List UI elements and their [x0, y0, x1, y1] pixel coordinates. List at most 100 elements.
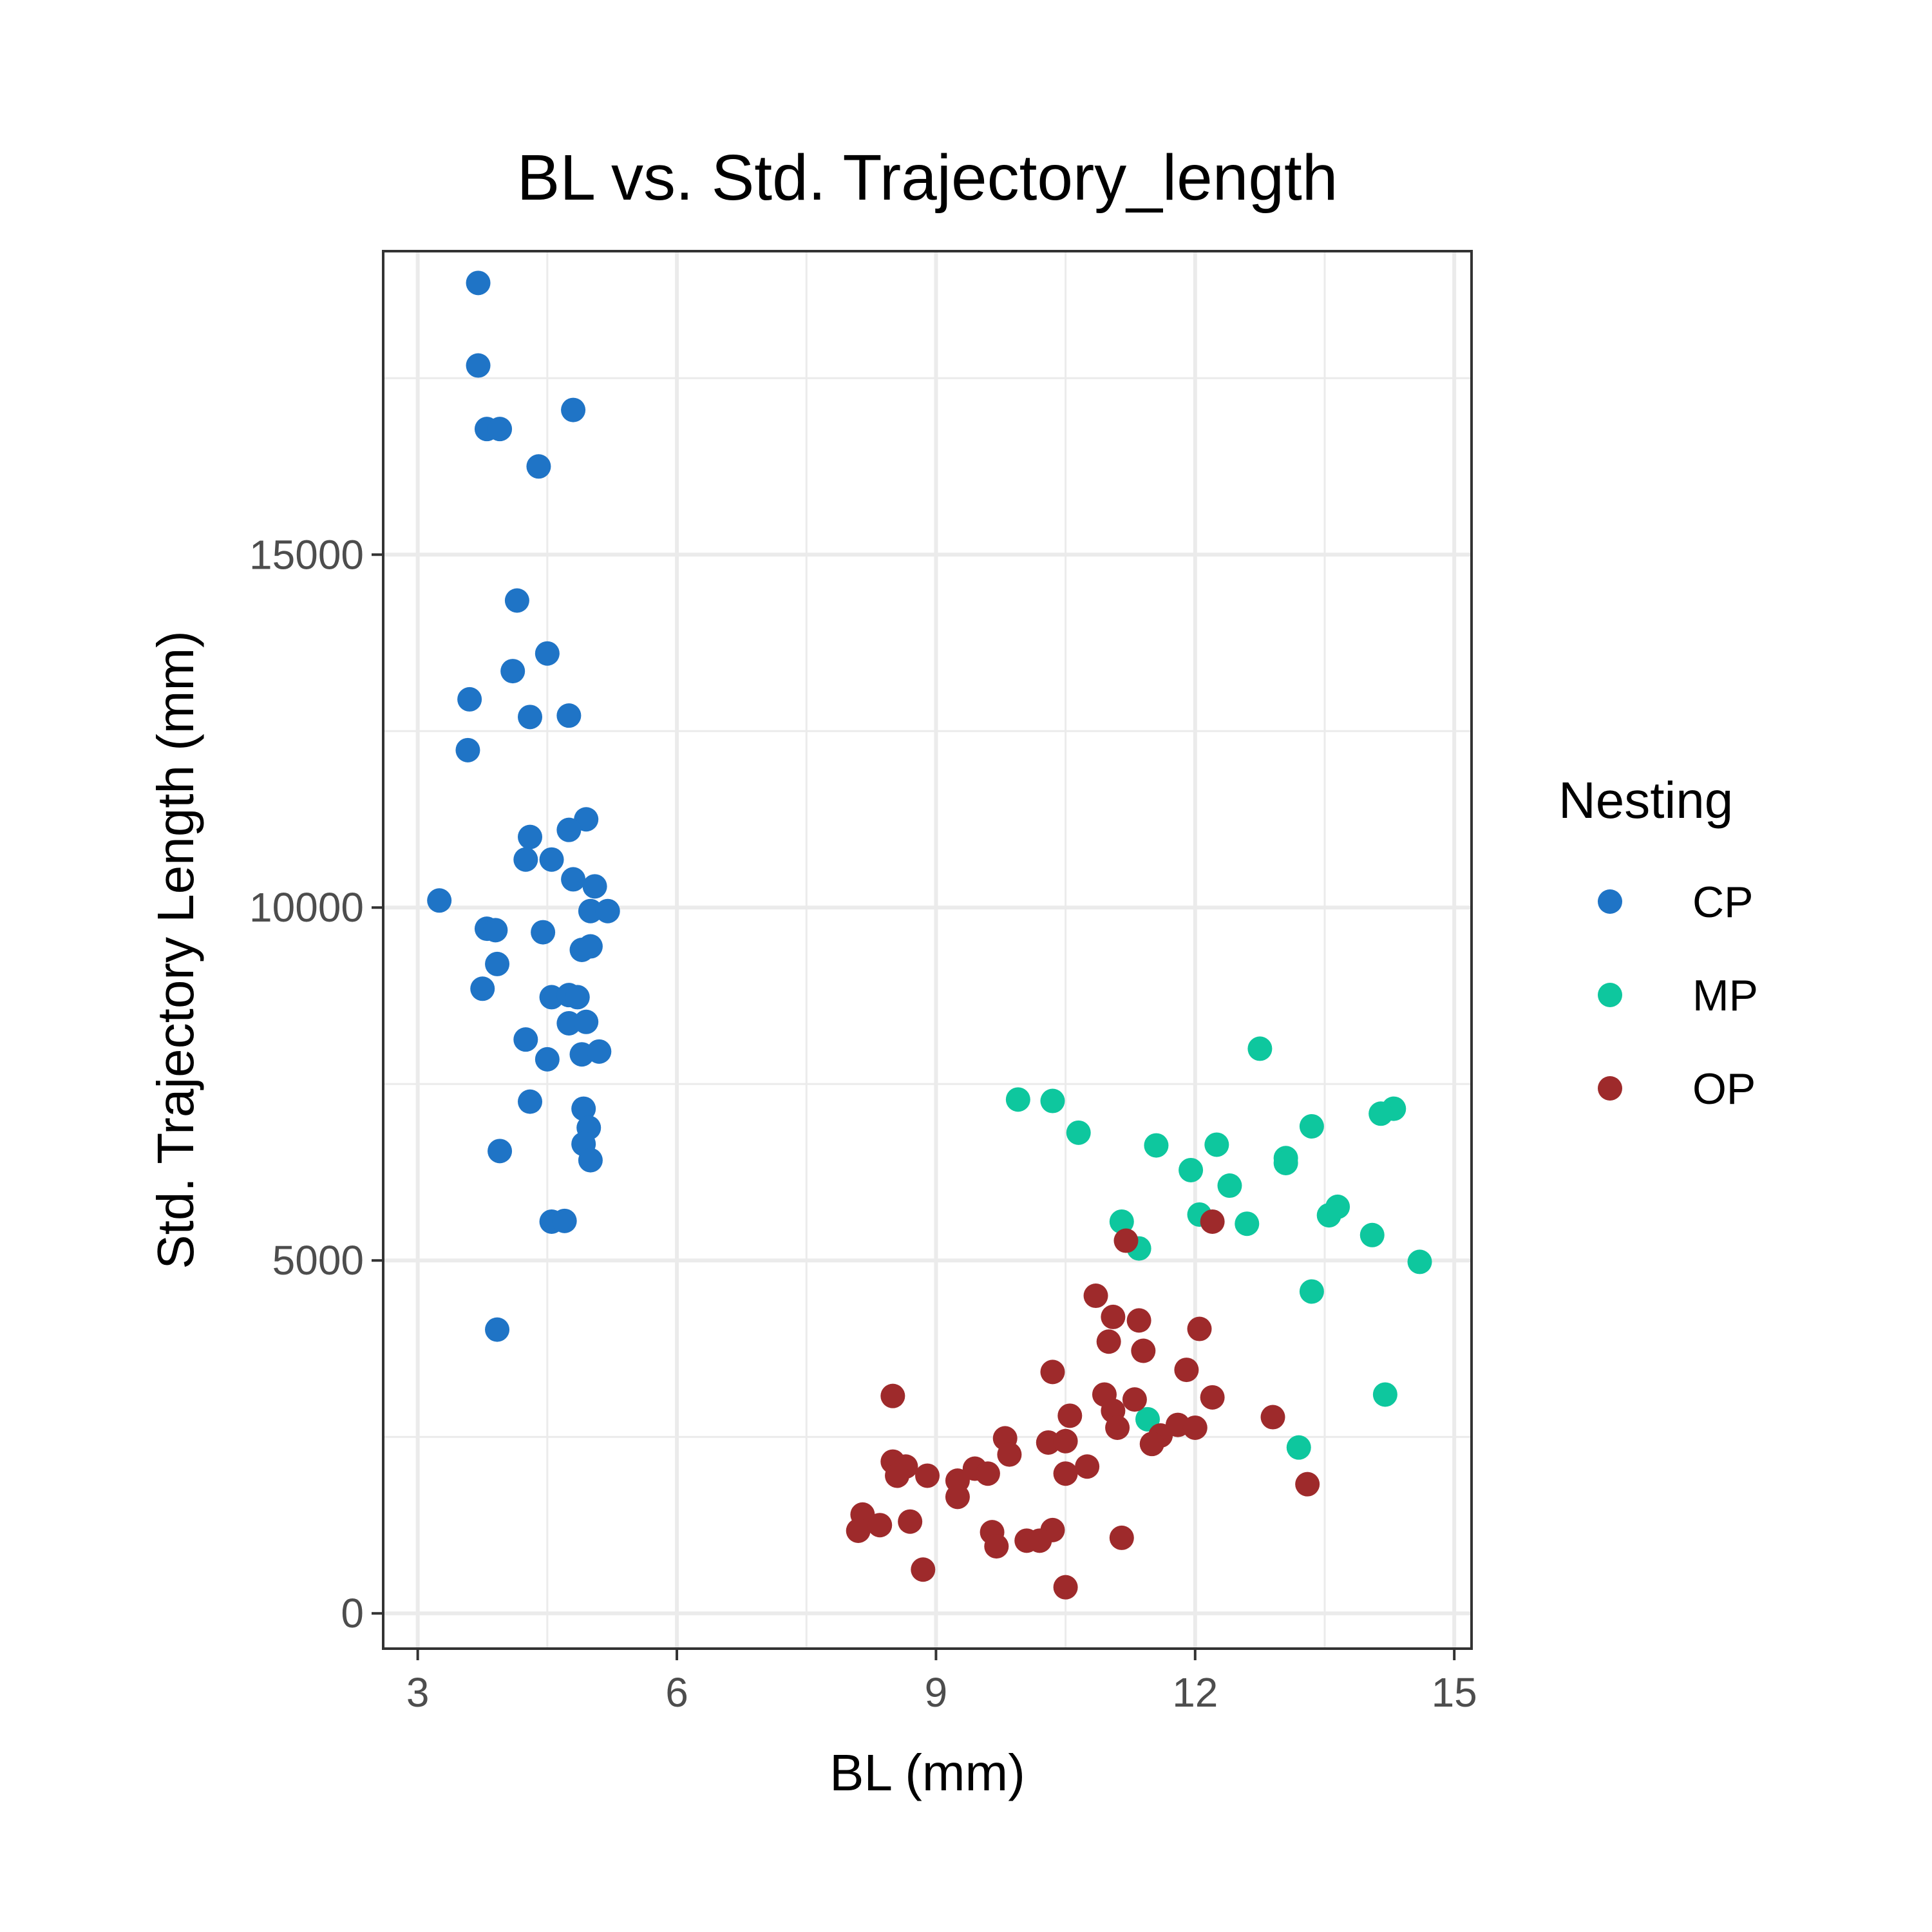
x-tick-label: 15	[1432, 1669, 1477, 1716]
data-point	[513, 847, 538, 872]
data-point	[1122, 1387, 1147, 1412]
data-point	[1316, 1203, 1341, 1228]
y-tick-label: 10000	[249, 884, 364, 931]
legend: Nesting CP MP OP	[1558, 772, 1758, 1113]
data-point	[582, 874, 607, 899]
series-cp	[427, 270, 620, 1342]
data-point	[531, 920, 556, 945]
data-point	[1372, 1382, 1397, 1407]
data-point	[880, 1383, 905, 1408]
plot-panel	[382, 250, 1473, 1650]
data-point	[1075, 1454, 1100, 1479]
y-axis-title: Std. Trajectory Length (mm)	[147, 630, 204, 1269]
legend-key	[1598, 1076, 1622, 1101]
y-tick-label: 5000	[272, 1237, 364, 1283]
data-point	[539, 847, 564, 872]
data-point	[500, 659, 526, 684]
data-point	[898, 1509, 923, 1534]
data-point	[488, 417, 513, 442]
data-point	[518, 824, 543, 849]
data-point	[945, 1484, 970, 1510]
data-point	[1295, 1472, 1320, 1497]
legend-title: Nesting	[1558, 772, 1733, 829]
data-point	[466, 353, 491, 378]
data-point	[1368, 1101, 1394, 1126]
legend-item-mp: MP	[1598, 971, 1758, 1020]
panel-background	[383, 251, 1472, 1649]
legend-key	[1598, 889, 1622, 914]
data-point	[984, 1534, 1009, 1559]
data-point	[1286, 1435, 1311, 1460]
data-point	[1247, 1036, 1273, 1061]
data-point	[513, 1027, 538, 1052]
data-point	[457, 687, 482, 712]
data-point	[1200, 1385, 1225, 1410]
data-point	[526, 454, 551, 479]
chart-title: BL vs. Std. Trajectory_length	[517, 142, 1338, 214]
x-tick-label: 9	[925, 1669, 948, 1716]
x-tick-label: 12	[1172, 1669, 1218, 1716]
data-point	[485, 951, 510, 976]
data-point	[1096, 1329, 1121, 1354]
data-point	[1040, 1359, 1065, 1385]
data-point	[1053, 1428, 1078, 1454]
x-tick-label: 6	[665, 1669, 688, 1716]
legend-item-op: OP	[1598, 1065, 1756, 1113]
data-point	[1235, 1211, 1260, 1236]
data-point	[535, 1046, 560, 1072]
legend-label: MP	[1692, 971, 1758, 1020]
data-point	[1299, 1279, 1324, 1304]
data-point	[578, 934, 603, 959]
data-point	[578, 898, 603, 923]
data-point	[427, 888, 452, 913]
data-point	[1126, 1308, 1151, 1333]
data-point	[455, 737, 480, 762]
data-point	[1131, 1338, 1156, 1363]
data-point	[1053, 1575, 1078, 1600]
data-point	[565, 985, 590, 1010]
data-point	[556, 703, 582, 728]
data-point	[911, 1557, 936, 1582]
data-point	[561, 397, 586, 422]
data-point	[1057, 1403, 1083, 1428]
data-point	[466, 270, 491, 296]
data-point	[587, 1039, 612, 1064]
data-point	[1217, 1173, 1242, 1198]
data-point	[518, 705, 543, 730]
data-point	[552, 1208, 577, 1233]
data-point	[885, 1463, 910, 1488]
data-point	[1109, 1209, 1134, 1234]
data-point	[1179, 1157, 1204, 1182]
x-axis: 3 6 9 12 15	[406, 1649, 1477, 1716]
data-point	[571, 1096, 596, 1121]
data-point	[1187, 1316, 1212, 1341]
legend-label: CP	[1692, 878, 1753, 927]
data-point	[915, 1463, 940, 1488]
data-point	[1174, 1358, 1199, 1383]
x-tick-label: 3	[406, 1669, 430, 1716]
y-tick-label: 0	[341, 1590, 364, 1636]
data-point	[1027, 1528, 1052, 1553]
data-point	[1105, 1415, 1130, 1440]
data-point	[1182, 1415, 1208, 1440]
data-point	[1139, 1432, 1164, 1457]
data-point	[1359, 1222, 1385, 1247]
data-point	[595, 898, 620, 923]
data-point	[846, 1518, 871, 1543]
data-point	[556, 817, 582, 842]
legend-key	[1598, 983, 1622, 1007]
data-point	[485, 1317, 510, 1342]
legend-item-cp: CP	[1598, 878, 1753, 927]
data-point	[1005, 1087, 1030, 1112]
data-point	[1200, 1209, 1225, 1234]
data-point	[1144, 1133, 1169, 1158]
x-axis-title: BL (mm)	[829, 1744, 1025, 1801]
minor-gridlines	[383, 251, 1472, 1649]
data-point	[1053, 1461, 1078, 1486]
data-points	[427, 270, 1432, 1600]
data-point	[578, 1148, 603, 1173]
data-point	[1083, 1283, 1108, 1309]
data-point	[1407, 1249, 1432, 1274]
data-point	[1113, 1228, 1139, 1253]
